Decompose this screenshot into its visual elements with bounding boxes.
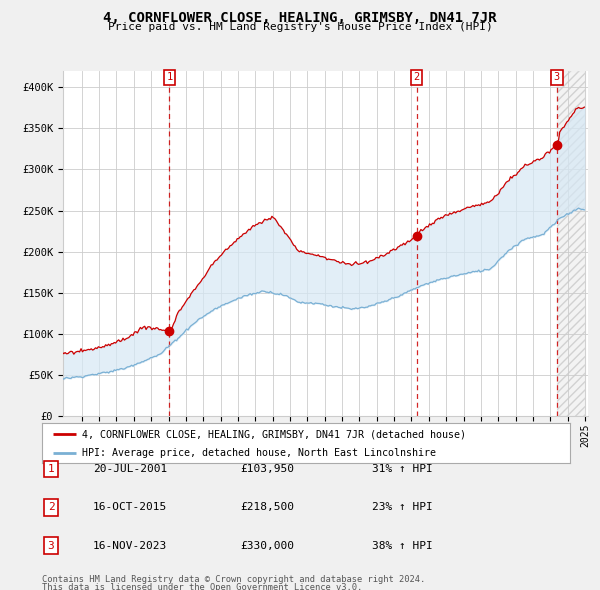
Text: 23% ↑ HPI: 23% ↑ HPI xyxy=(372,503,433,512)
Text: £103,950: £103,950 xyxy=(240,464,294,474)
Text: 1: 1 xyxy=(47,464,55,474)
Text: 38% ↑ HPI: 38% ↑ HPI xyxy=(372,541,433,550)
Text: 3: 3 xyxy=(47,541,55,550)
Text: 2: 2 xyxy=(413,73,420,83)
Text: This data is licensed under the Open Government Licence v3.0.: This data is licensed under the Open Gov… xyxy=(42,583,362,590)
Text: Price paid vs. HM Land Registry's House Price Index (HPI): Price paid vs. HM Land Registry's House … xyxy=(107,22,493,32)
Text: 16-OCT-2015: 16-OCT-2015 xyxy=(93,503,167,512)
Bar xyxy=(557,71,585,416)
Text: 4, CORNFLOWER CLOSE, HEALING, GRIMSBY, DN41 7JR (detached house): 4, CORNFLOWER CLOSE, HEALING, GRIMSBY, D… xyxy=(82,430,466,440)
Text: 16-NOV-2023: 16-NOV-2023 xyxy=(93,541,167,550)
Text: Contains HM Land Registry data © Crown copyright and database right 2024.: Contains HM Land Registry data © Crown c… xyxy=(42,575,425,584)
Text: £218,500: £218,500 xyxy=(240,503,294,512)
Text: 2: 2 xyxy=(47,503,55,512)
Text: 1: 1 xyxy=(166,73,173,83)
Text: 3: 3 xyxy=(554,73,560,83)
Text: HPI: Average price, detached house, North East Lincolnshire: HPI: Average price, detached house, Nort… xyxy=(82,448,436,458)
Text: 31% ↑ HPI: 31% ↑ HPI xyxy=(372,464,433,474)
Text: 20-JUL-2001: 20-JUL-2001 xyxy=(93,464,167,474)
Text: 4, CORNFLOWER CLOSE, HEALING, GRIMSBY, DN41 7JR: 4, CORNFLOWER CLOSE, HEALING, GRIMSBY, D… xyxy=(103,11,497,25)
Bar xyxy=(557,71,585,416)
Text: £330,000: £330,000 xyxy=(240,541,294,550)
